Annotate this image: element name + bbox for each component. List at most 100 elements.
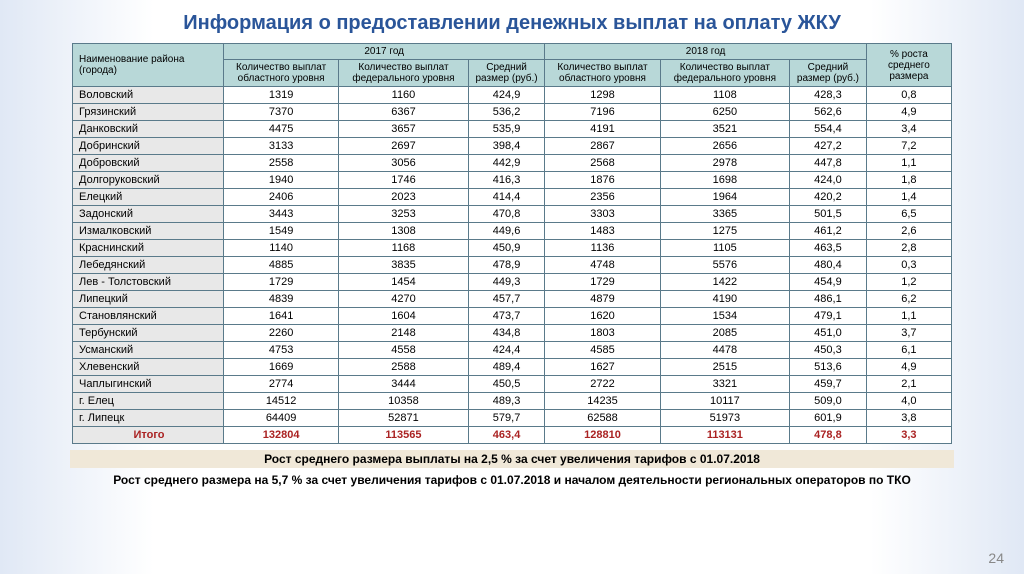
cell-f18: 1964 — [660, 189, 789, 206]
cell-growth: 3,8 — [866, 410, 951, 427]
cell-r18: 1729 — [545, 274, 660, 291]
cell-name: Лебедянский — [73, 257, 224, 274]
cell-growth: 4,9 — [866, 104, 951, 121]
cell-f17: 1160 — [339, 87, 468, 104]
cell-r18: 1803 — [545, 325, 660, 342]
table-row: Задонский34433253470,833033365501,56,5 — [73, 206, 952, 223]
page-title: Информация о предоставлении денежных вып… — [0, 0, 1024, 43]
cell-a17: 434,8 — [468, 325, 545, 342]
cell-a18: 427,2 — [790, 138, 867, 155]
cell-a18: 513,6 — [790, 359, 867, 376]
table-row: Тербунский22602148434,818032085451,03,7 — [73, 325, 952, 342]
cell-growth: 4,9 — [866, 359, 951, 376]
cell-name: Тербунский — [73, 325, 224, 342]
cell-a17: 449,6 — [468, 223, 545, 240]
cell-r17: 4839 — [224, 291, 339, 308]
cell-r17: 2260 — [224, 325, 339, 342]
cell-a17: 478,9 — [468, 257, 545, 274]
cell-f18: 3521 — [660, 121, 789, 138]
cell-name: г. Липецк — [73, 410, 224, 427]
cell-f18: 2515 — [660, 359, 789, 376]
cell-name: Измалковский — [73, 223, 224, 240]
payments-table: Наименование района (города) 2017 год 20… — [72, 43, 952, 444]
cell-a18: 480,4 — [790, 257, 867, 274]
cell-a18: 428,3 — [790, 87, 867, 104]
th-avg-17: Средний размер (руб.) — [468, 60, 545, 87]
cell-name: Усманский — [73, 342, 224, 359]
cell-r18: 1483 — [545, 223, 660, 240]
th-growth: % роста среднего размера — [866, 44, 951, 87]
cell-growth: 3,4 — [866, 121, 951, 138]
cell-a18: 562,6 — [790, 104, 867, 121]
table-row: Липецкий48394270457,748794190486,16,2 — [73, 291, 952, 308]
cell-growth: 1,1 — [866, 155, 951, 172]
cell-name: Грязинский — [73, 104, 224, 121]
cell-f18: 1534 — [660, 308, 789, 325]
th-regional-18: Количество выплат областного уровня — [545, 60, 660, 87]
cell-a18: 509,0 — [790, 393, 867, 410]
cell-r17: 1140 — [224, 240, 339, 257]
cell-a18: 486,1 — [790, 291, 867, 308]
cell-f18: 1108 — [660, 87, 789, 104]
cell-a18: 479,1 — [790, 308, 867, 325]
table-row: Измалковский15491308449,614831275461,22,… — [73, 223, 952, 240]
cell-total-f18: 113131 — [660, 427, 789, 444]
cell-f18: 6250 — [660, 104, 789, 121]
th-federal-17: Количество выплат федерального уровня — [339, 60, 468, 87]
cell-f18: 2978 — [660, 155, 789, 172]
cell-f17: 3657 — [339, 121, 468, 138]
cell-name: Краснинский — [73, 240, 224, 257]
table-body: Воловский13191160424,912981108428,30,8Гр… — [73, 87, 952, 444]
cell-f17: 3056 — [339, 155, 468, 172]
cell-f17: 3253 — [339, 206, 468, 223]
cell-r18: 4748 — [545, 257, 660, 274]
table-row: Становлянский16411604473,716201534479,11… — [73, 308, 952, 325]
cell-a18: 601,9 — [790, 410, 867, 427]
cell-f17: 52871 — [339, 410, 468, 427]
cell-total-growth: 3,3 — [866, 427, 951, 444]
cell-r18: 7196 — [545, 104, 660, 121]
cell-r18: 1298 — [545, 87, 660, 104]
cell-growth: 0,8 — [866, 87, 951, 104]
cell-growth: 2,1 — [866, 376, 951, 393]
footnote-1: Рост среднего размера выплаты на 2,5 % з… — [70, 450, 954, 468]
cell-r18: 62588 — [545, 410, 660, 427]
cell-r18: 4585 — [545, 342, 660, 359]
cell-total-name: Итого — [73, 427, 224, 444]
cell-growth: 6,2 — [866, 291, 951, 308]
cell-f18: 2656 — [660, 138, 789, 155]
cell-growth: 4,0 — [866, 393, 951, 410]
th-avg-18: Средний размер (руб.) — [790, 60, 867, 87]
cell-f17: 2697 — [339, 138, 468, 155]
table-container: Наименование района (города) 2017 год 20… — [72, 43, 952, 444]
cell-r17: 4475 — [224, 121, 339, 138]
cell-f18: 3365 — [660, 206, 789, 223]
cell-a17: 424,9 — [468, 87, 545, 104]
cell-f18: 10117 — [660, 393, 789, 410]
th-federal-18: Количество выплат федерального уровня — [660, 60, 789, 87]
cell-growth: 1,8 — [866, 172, 951, 189]
cell-name: Воловский — [73, 87, 224, 104]
cell-a17: 414,4 — [468, 189, 545, 206]
cell-f17: 3835 — [339, 257, 468, 274]
table-row: Елецкий24062023414,423561964420,21,4 — [73, 189, 952, 206]
cell-r17: 14512 — [224, 393, 339, 410]
table-row: Воловский13191160424,912981108428,30,8 — [73, 87, 952, 104]
cell-r17: 4753 — [224, 342, 339, 359]
table-row: Краснинский11401168450,911361105463,52,8 — [73, 240, 952, 257]
cell-name: Добринский — [73, 138, 224, 155]
cell-a17: 424,4 — [468, 342, 545, 359]
th-2018: 2018 год — [545, 44, 866, 60]
cell-f17: 1454 — [339, 274, 468, 291]
cell-growth: 7,2 — [866, 138, 951, 155]
cell-r17: 1940 — [224, 172, 339, 189]
total-row: Итого132804113565463,4128810113131478,83… — [73, 427, 952, 444]
cell-a18: 454,9 — [790, 274, 867, 291]
table-row: Лев - Толстовский17291454449,31729142245… — [73, 274, 952, 291]
cell-r17: 1319 — [224, 87, 339, 104]
table-row: Добровский25583056442,925682978447,81,1 — [73, 155, 952, 172]
cell-name: г. Елец — [73, 393, 224, 410]
cell-f18: 3321 — [660, 376, 789, 393]
cell-a18: 459,7 — [790, 376, 867, 393]
table-row: Усманский47534558424,445854478450,36,1 — [73, 342, 952, 359]
